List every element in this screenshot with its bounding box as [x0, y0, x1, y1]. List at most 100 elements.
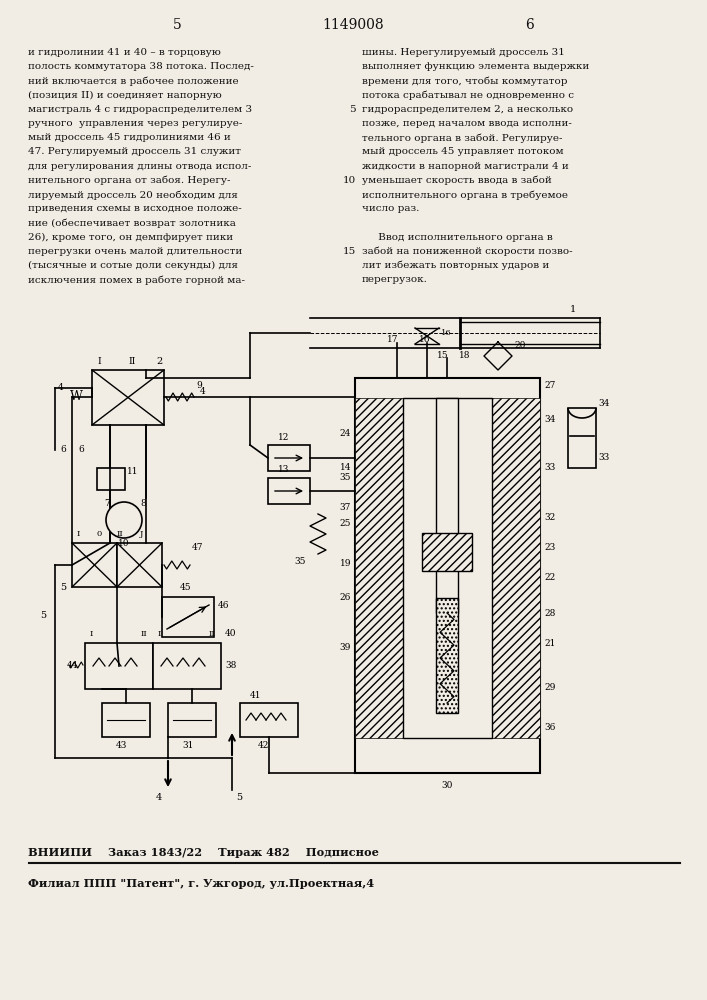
Text: 6: 6 [78, 446, 83, 454]
Text: выполняет функцию элемента выдержки: выполняет функцию элемента выдержки [362, 62, 589, 71]
Text: I: I [97, 357, 100, 365]
Text: позже, перед началом ввода исполни-: позже, перед началом ввода исполни- [362, 119, 572, 128]
Text: лируемый дроссель 20 необходим для: лируемый дроссель 20 необходим для [28, 190, 238, 200]
Text: перегрузки очень малой длительности: перегрузки очень малой длительности [28, 247, 243, 256]
Text: 12: 12 [278, 432, 289, 442]
Text: 1: 1 [570, 306, 576, 314]
Text: 47. Регулируемый дроссель 31 служит: 47. Регулируемый дроссель 31 служит [28, 147, 241, 156]
Text: 6: 6 [525, 18, 534, 32]
Bar [568, 408, 596, 468]
Text: забой на пониженной скорости позво-: забой на пониженной скорости позво- [362, 247, 573, 256]
Bar [436, 598, 458, 713]
Text: времени для того, чтобы коммутатор: времени для того, чтобы коммутатор [362, 76, 568, 86]
Text: II: II [128, 357, 135, 365]
Bar [422, 533, 472, 571]
Text: 10: 10 [343, 176, 356, 185]
Text: 7: 7 [104, 498, 110, 508]
Text: W: W [70, 390, 83, 403]
Text: ние (обеспечивает возврат золотника: ние (обеспечивает возврат золотника [28, 218, 236, 228]
Text: 19: 19 [339, 558, 351, 568]
Text: 33: 33 [544, 464, 555, 473]
Bar [97, 468, 125, 490]
Text: 38: 38 [225, 660, 236, 670]
Text: шины. Нерегулируемый дроссель 31: шины. Нерегулируемый дроссель 31 [362, 48, 565, 57]
Text: 35: 35 [294, 558, 305, 566]
Text: 1149008: 1149008 [322, 18, 384, 32]
Text: (позиция II) и соединяет напорную: (позиция II) и соединяет напорную [28, 91, 222, 100]
Text: 4: 4 [200, 387, 206, 396]
Text: 21: 21 [544, 639, 556, 648]
Text: 8: 8 [140, 498, 146, 508]
Text: мый дроссель 45 гидролиниями 46 и: мый дроссель 45 гидролиниями 46 и [28, 133, 230, 142]
Text: I: I [158, 630, 161, 638]
Text: и гидролинии 41 и 40 – в торцовую: и гидролинии 41 и 40 – в торцовую [28, 48, 221, 57]
Text: 16: 16 [441, 329, 452, 337]
Text: 39: 39 [339, 644, 351, 652]
Circle shape [106, 502, 142, 538]
Text: 24: 24 [339, 428, 351, 438]
Text: уменьшает скорость ввода в забой: уменьшает скорость ввода в забой [362, 176, 551, 185]
Text: 26: 26 [339, 593, 351, 602]
Text: 25: 25 [339, 518, 351, 528]
Text: 37: 37 [339, 504, 351, 512]
Text: Филиал ППП "Патент", г. Ужгород, ул.Проектная,4: Филиал ППП "Патент", г. Ужгород, ул.Прое… [28, 878, 374, 889]
Text: J: J [140, 530, 144, 538]
Text: 34: 34 [598, 398, 609, 408]
Text: 16: 16 [419, 336, 431, 344]
Text: 27: 27 [544, 381, 556, 390]
Bar [102, 703, 150, 737]
Text: 13: 13 [278, 466, 289, 475]
Bar [436, 398, 458, 613]
Bar [92, 370, 164, 425]
Text: гидрораспределителем 2, а несколько: гидрораспределителем 2, а несколько [362, 105, 573, 114]
Bar [117, 543, 162, 587]
Text: 17: 17 [387, 336, 399, 344]
Text: лит избежать повторных ударов и: лит избежать повторных ударов и [362, 261, 549, 270]
Text: 18: 18 [459, 352, 470, 360]
Text: перегрузок.: перегрузок. [362, 275, 428, 284]
Text: 32: 32 [544, 514, 555, 522]
Text: исполнительного органа в требуемое: исполнительного органа в требуемое [362, 190, 568, 200]
Text: 15: 15 [437, 352, 449, 360]
Bar [268, 445, 310, 471]
Text: 36: 36 [544, 724, 556, 732]
Text: II: II [209, 630, 216, 638]
Text: I: I [90, 630, 93, 638]
Text: 47: 47 [192, 544, 204, 552]
Text: нительного органа от забоя. Нерегу-: нительного органа от забоя. Нерегу- [28, 176, 230, 185]
Text: 9: 9 [196, 380, 201, 389]
Text: ручного  управления через регулируе-: ручного управления через регулируе- [28, 119, 243, 128]
Text: исключения помех в работе горной ма-: исключения помех в работе горной ма- [28, 275, 245, 285]
Text: 41: 41 [250, 690, 262, 700]
Text: 29: 29 [544, 684, 556, 692]
Text: тельного органа в забой. Регулируе-: тельного органа в забой. Регулируе- [362, 133, 563, 143]
Text: 6: 6 [60, 446, 66, 454]
Text: 34: 34 [544, 416, 556, 424]
Text: 35: 35 [339, 474, 351, 483]
Text: 30: 30 [441, 780, 452, 790]
Text: 5: 5 [173, 18, 182, 32]
Text: 5: 5 [60, 584, 66, 592]
Text: II: II [141, 630, 148, 638]
Text: 5: 5 [40, 610, 46, 619]
Bar [168, 703, 216, 737]
Text: 4: 4 [58, 383, 64, 392]
Text: I: I [77, 530, 81, 538]
Bar [403, 398, 492, 738]
Bar [153, 643, 221, 689]
Text: жидкости в напорной магистрали 4 и: жидкости в напорной магистрали 4 и [362, 162, 568, 171]
Text: 45: 45 [180, 584, 192, 592]
Bar [492, 398, 540, 738]
Text: 10: 10 [118, 538, 130, 548]
Text: 4: 4 [156, 792, 162, 802]
Text: 23: 23 [544, 544, 555, 552]
Text: 2: 2 [156, 357, 162, 365]
Text: 42: 42 [258, 740, 269, 750]
Bar [162, 597, 214, 637]
Text: (тысячные и сотые доли секунды) для: (тысячные и сотые доли секунды) для [28, 261, 238, 270]
Text: 26), кроме того, он демпфирует пики: 26), кроме того, он демпфирует пики [28, 233, 233, 242]
Text: полость коммутатора 38 потока. Послед-: полость коммутатора 38 потока. Послед- [28, 62, 254, 71]
Text: 0: 0 [97, 530, 103, 538]
Text: 44: 44 [67, 660, 78, 670]
Bar [85, 643, 153, 689]
